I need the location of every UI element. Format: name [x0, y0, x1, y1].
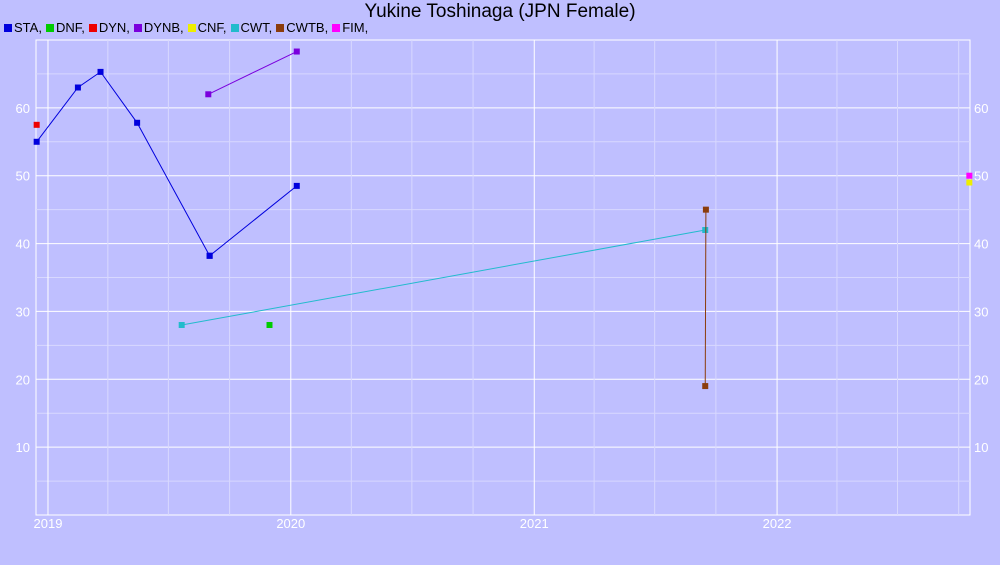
data-point	[205, 91, 212, 98]
series-dynb	[205, 48, 300, 98]
data-point	[74, 84, 81, 91]
series-line	[181, 229, 706, 326]
data-point	[97, 68, 104, 75]
x-tick-label: 2020	[276, 516, 305, 531]
y-tick-label-right: 40	[974, 237, 988, 252]
y-tick-label-right: 50	[974, 169, 988, 184]
series-fim	[966, 172, 973, 179]
legend-label: CWTB,	[286, 20, 329, 35]
legend-item: STA,	[4, 20, 42, 35]
data-point	[33, 138, 40, 145]
legend-label: DNF,	[55, 20, 85, 35]
data-point	[702, 227, 709, 233]
legend-label: CWT,	[240, 20, 273, 35]
legend-swatch	[133, 24, 142, 32]
series-line	[36, 71, 211, 257]
series-cnf	[966, 179, 973, 186]
y-tick-label-right: 20	[974, 372, 988, 387]
legend-swatch	[4, 24, 12, 32]
series-cwt	[178, 227, 709, 328]
legend-swatch	[88, 24, 97, 32]
legend-swatch	[332, 24, 341, 32]
legend-item: DYNB,	[133, 20, 184, 35]
legend-label: STA,	[14, 20, 42, 35]
x-tick-label: 2019	[34, 516, 63, 531]
data-point	[206, 252, 213, 259]
data-point	[702, 383, 709, 390]
grid-lines	[35, 39, 971, 516]
legend-item: CWT,	[230, 20, 273, 35]
data-point	[702, 206, 709, 213]
y-tick-label-left: 10	[16, 440, 30, 455]
legend-swatch	[276, 24, 285, 32]
legend-swatch	[45, 24, 54, 32]
legend-item: DNF,	[45, 20, 85, 35]
series-line	[209, 185, 298, 257]
y-tick-label-left: 30	[16, 304, 30, 319]
y-tick-label-right: 10	[974, 440, 988, 455]
y-tick-label-left: 40	[16, 237, 30, 252]
series-line	[208, 51, 297, 95]
legend-swatch	[187, 24, 196, 32]
y-tick-label-left: 60	[16, 101, 30, 116]
y-tick-label-left: 50	[16, 169, 30, 184]
series-dnf	[266, 322, 273, 328]
data-point	[134, 119, 141, 126]
x-tick-label: 2021	[520, 516, 549, 531]
data-point	[33, 121, 40, 128]
series-layer	[33, 48, 973, 390]
series-line	[704, 209, 707, 387]
y-tick-label-right: 60	[974, 101, 988, 116]
data-point	[293, 48, 300, 55]
chart-title: Yukine Toshinaga (JPN Female)	[364, 1, 636, 22]
legend-label: DYN,	[98, 20, 130, 35]
series-sta	[206, 182, 300, 259]
y-tick-label-right: 30	[974, 304, 988, 319]
data-point	[178, 322, 185, 328]
chart-legend: STA, DNF, DYN, DYNB, CNF, CWT, CWTB, FIM,	[4, 20, 372, 36]
data-point	[266, 322, 273, 328]
legend-label: DYNB,	[143, 20, 184, 35]
data-point	[293, 182, 300, 189]
legend-item: FIM,	[332, 20, 368, 35]
data-point	[966, 179, 973, 186]
x-tick-label: 2022	[763, 516, 792, 531]
legend-item: CWTB,	[276, 20, 328, 35]
legend-label: FIM,	[342, 20, 369, 35]
y-tick-label-left: 20	[16, 372, 30, 387]
legend-item: DYN,	[88, 20, 130, 35]
series-sta	[33, 68, 213, 259]
data-point	[966, 172, 973, 179]
legend-swatch	[230, 24, 239, 32]
series-cwtb	[702, 206, 709, 390]
series-dyn	[33, 121, 40, 128]
legend-label: CNF,	[197, 20, 227, 35]
legend-item: CNF,	[187, 20, 227, 35]
